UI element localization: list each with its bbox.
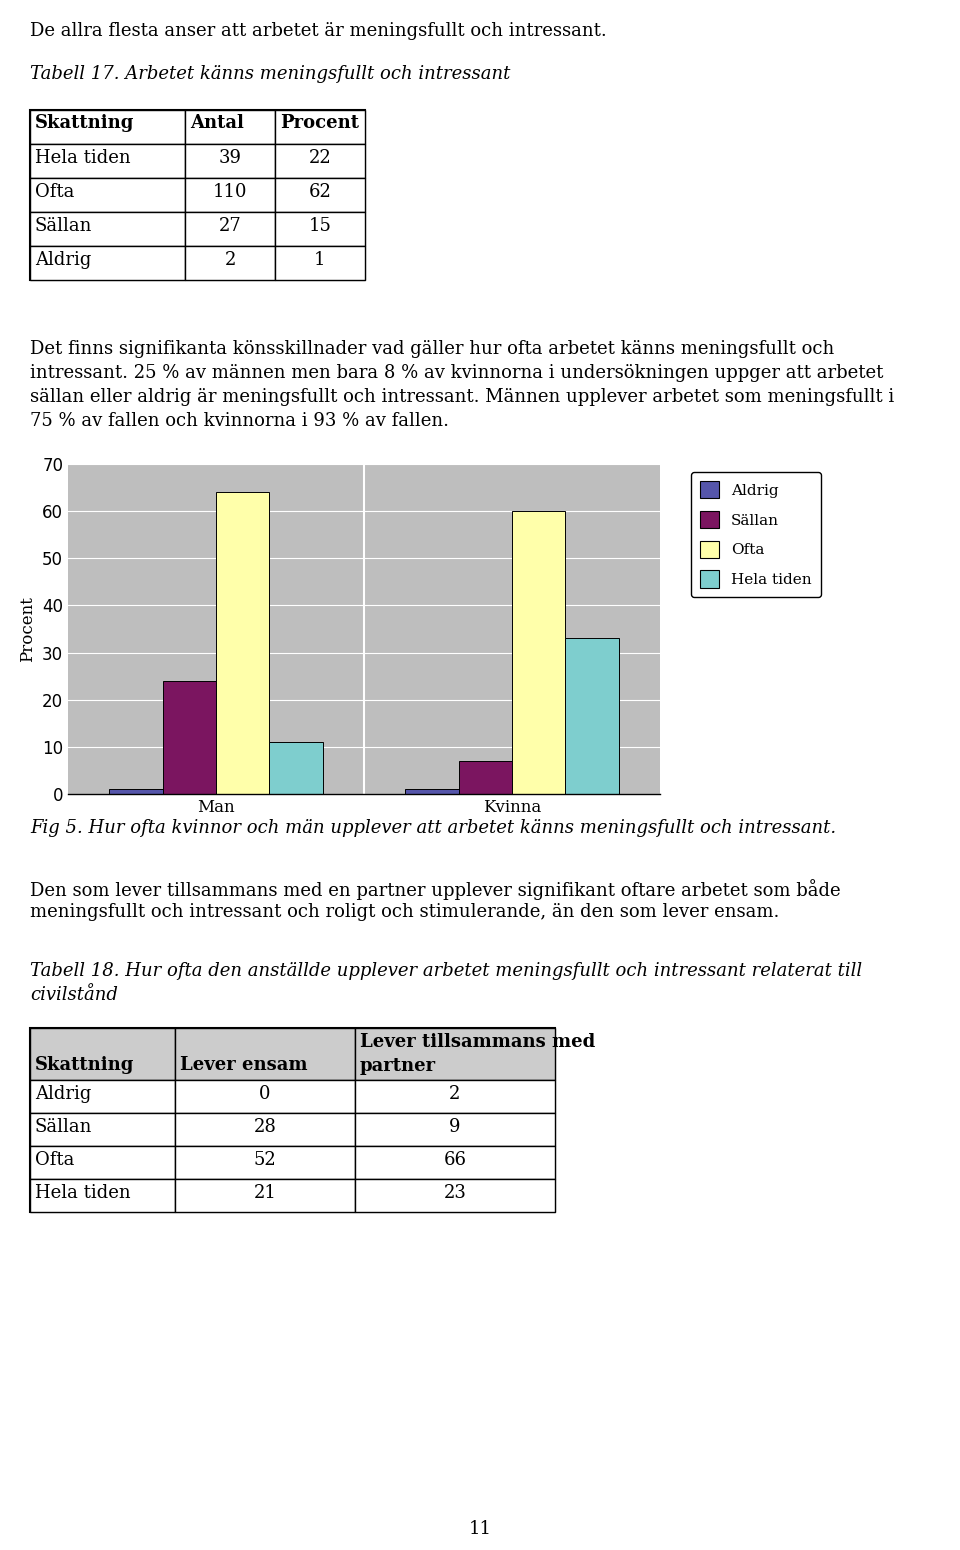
Text: 9: 9 [449, 1118, 461, 1136]
Text: 0: 0 [259, 1085, 271, 1104]
Text: 21: 21 [253, 1184, 276, 1201]
Text: Lever ensam: Lever ensam [180, 1056, 307, 1074]
Text: 15: 15 [308, 217, 331, 236]
Bar [275, 246, 365, 281]
Text: Lever tillsammans med: Lever tillsammans med [360, 1032, 595, 1051]
Text: 23: 23 [444, 1184, 467, 1201]
Bar [275, 178, 365, 212]
Text: sällan eller aldrig är meningsfullt och intressant. Männen upplever arbetet som : sällan eller aldrig är meningsfullt och … [30, 388, 895, 406]
Bar [565, 639, 618, 794]
Text: De allra flesta anser att arbetet är meningsfullt och intressant.: De allra flesta anser att arbetet är men… [30, 22, 607, 40]
Text: Fig 5. Hur ofta kvinnor och män upplever att arbetet känns meningsfullt och intr: Fig 5. Hur ofta kvinnor och män upplever… [30, 818, 836, 837]
Bar [30, 1145, 175, 1180]
Text: Sällan: Sällan [35, 217, 92, 236]
Text: Ofta: Ofta [35, 1152, 74, 1169]
Text: 11: 11 [468, 1521, 492, 1538]
Text: 75 % av fallen och kvinnorna i 93 % av fallen.: 75 % av fallen och kvinnorna i 93 % av f… [30, 412, 449, 429]
Text: Det finns signifikanta könsskillnader vad gäller hur ofta arbetet känns meningsf: Det finns signifikanta könsskillnader va… [30, 339, 834, 358]
Bar [275, 212, 365, 246]
Bar [30, 1180, 175, 1212]
Text: 39: 39 [219, 149, 242, 167]
Bar [512, 512, 565, 794]
Bar [175, 1180, 355, 1212]
Text: Tabell 18. Hur ofta den anställde upplever arbetet meningsfullt och intressant r: Tabell 18. Hur ofta den anställde upplev… [30, 963, 862, 980]
Bar [30, 246, 185, 281]
Bar [175, 1028, 355, 1080]
Bar [30, 212, 185, 246]
Bar [185, 246, 275, 281]
Bar [162, 680, 216, 794]
Text: Hela tiden: Hela tiden [35, 1184, 131, 1201]
Bar [30, 1080, 175, 1113]
Text: 27: 27 [219, 217, 241, 236]
Bar [30, 1113, 175, 1145]
Text: 110: 110 [213, 183, 248, 202]
Bar [30, 1028, 555, 1212]
Bar [175, 1113, 355, 1145]
Text: Aldrig: Aldrig [35, 1085, 91, 1104]
Text: Aldrig: Aldrig [35, 251, 91, 270]
Bar [30, 110, 365, 281]
Text: Tabell 17. Arbetet känns meningsfullt och intressant: Tabell 17. Arbetet känns meningsfullt oc… [30, 65, 511, 84]
Bar [275, 144, 365, 178]
Bar [275, 110, 365, 144]
Text: meningsfullt och intressant och roligt och stimulerande, än den som lever ensam.: meningsfullt och intressant och roligt o… [30, 904, 780, 921]
Bar [216, 493, 269, 794]
Bar [30, 1028, 175, 1080]
Bar [269, 742, 323, 794]
Text: 62: 62 [308, 183, 331, 202]
Text: partner: partner [360, 1057, 436, 1076]
Text: 52: 52 [253, 1152, 276, 1169]
Bar [355, 1145, 555, 1180]
Legend: Aldrig, Sällan, Ofta, Hela tiden: Aldrig, Sällan, Ofta, Hela tiden [691, 471, 821, 597]
Text: 28: 28 [253, 1118, 276, 1136]
Bar [109, 789, 162, 794]
Bar [185, 144, 275, 178]
Text: 1: 1 [314, 251, 325, 270]
Bar [30, 144, 185, 178]
Text: Procent: Procent [280, 115, 359, 132]
Bar [185, 212, 275, 246]
Bar [355, 1180, 555, 1212]
Bar [30, 110, 185, 144]
Bar [355, 1080, 555, 1113]
Bar [185, 178, 275, 212]
Bar [175, 1080, 355, 1113]
Text: Skattning: Skattning [35, 115, 134, 132]
Text: Ofta: Ofta [35, 183, 74, 202]
Bar [355, 1113, 555, 1145]
Text: Hela tiden: Hela tiden [35, 149, 131, 167]
Text: intressant. 25 % av männen men bara 8 % av kvinnorna i undersökningen uppger att: intressant. 25 % av männen men bara 8 % … [30, 364, 883, 381]
Text: Den som lever tillsammans med en partner upplever signifikant oftare arbetet som: Den som lever tillsammans med en partner… [30, 879, 841, 901]
Y-axis label: Procent: Procent [19, 597, 36, 662]
Bar [405, 789, 459, 794]
Bar [185, 110, 275, 144]
Text: 2: 2 [225, 251, 236, 270]
Text: Antal: Antal [190, 115, 244, 132]
Bar [30, 178, 185, 212]
Bar [175, 1145, 355, 1180]
Bar [459, 761, 512, 794]
Text: 22: 22 [308, 149, 331, 167]
Text: 66: 66 [444, 1152, 467, 1169]
Text: Sällan: Sällan [35, 1118, 92, 1136]
Text: civilstånd: civilstånd [30, 986, 118, 1004]
Text: 2: 2 [449, 1085, 461, 1104]
Text: Skattning: Skattning [35, 1056, 134, 1074]
Bar [355, 1028, 555, 1080]
